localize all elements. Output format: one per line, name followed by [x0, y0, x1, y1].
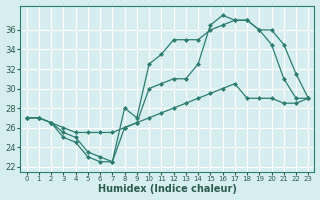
X-axis label: Humidex (Indice chaleur): Humidex (Indice chaleur) [98, 184, 237, 194]
